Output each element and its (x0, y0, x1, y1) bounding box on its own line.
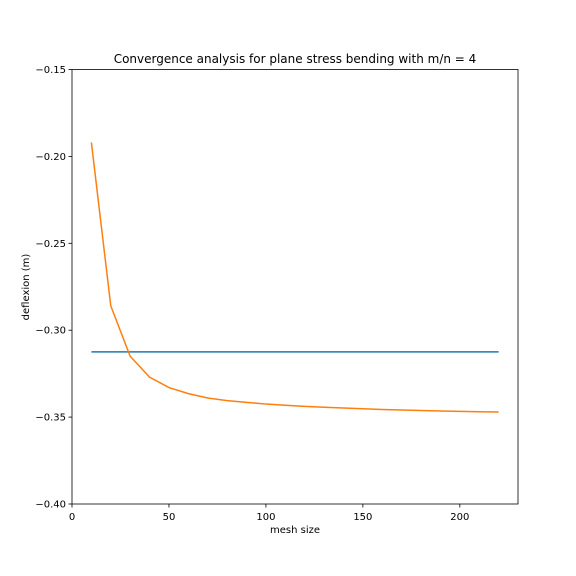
x-tick-label: 150 (353, 512, 372, 523)
y-tick-label: −0.40 (35, 500, 66, 511)
chart-title: Convergence analysis for plane stress be… (114, 52, 477, 66)
y-tick-label: −0.15 (35, 65, 66, 76)
y-axis-label: deflexion (m) (21, 254, 32, 321)
x-tick-label: 0 (69, 512, 75, 523)
y-tick-label: −0.35 (35, 413, 66, 424)
y-tick-label: −0.25 (35, 239, 66, 250)
x-axis: 0 50 100 150 200 (69, 504, 469, 523)
x-tick-label: 200 (450, 512, 469, 523)
y-tick-label: −0.20 (35, 152, 66, 163)
x-axis-label: mesh size (270, 525, 320, 536)
plot-area (90, 142, 499, 413)
x-tick-label: 50 (163, 512, 176, 523)
series-line-2 (90, 142, 499, 413)
y-axis: −0.40 −0.35 −0.30 −0.25 −0.20 −0.15 (35, 65, 72, 511)
x-tick-label: 100 (256, 512, 275, 523)
y-tick-label: −0.30 (35, 326, 66, 337)
plot-frame (71, 69, 519, 505)
